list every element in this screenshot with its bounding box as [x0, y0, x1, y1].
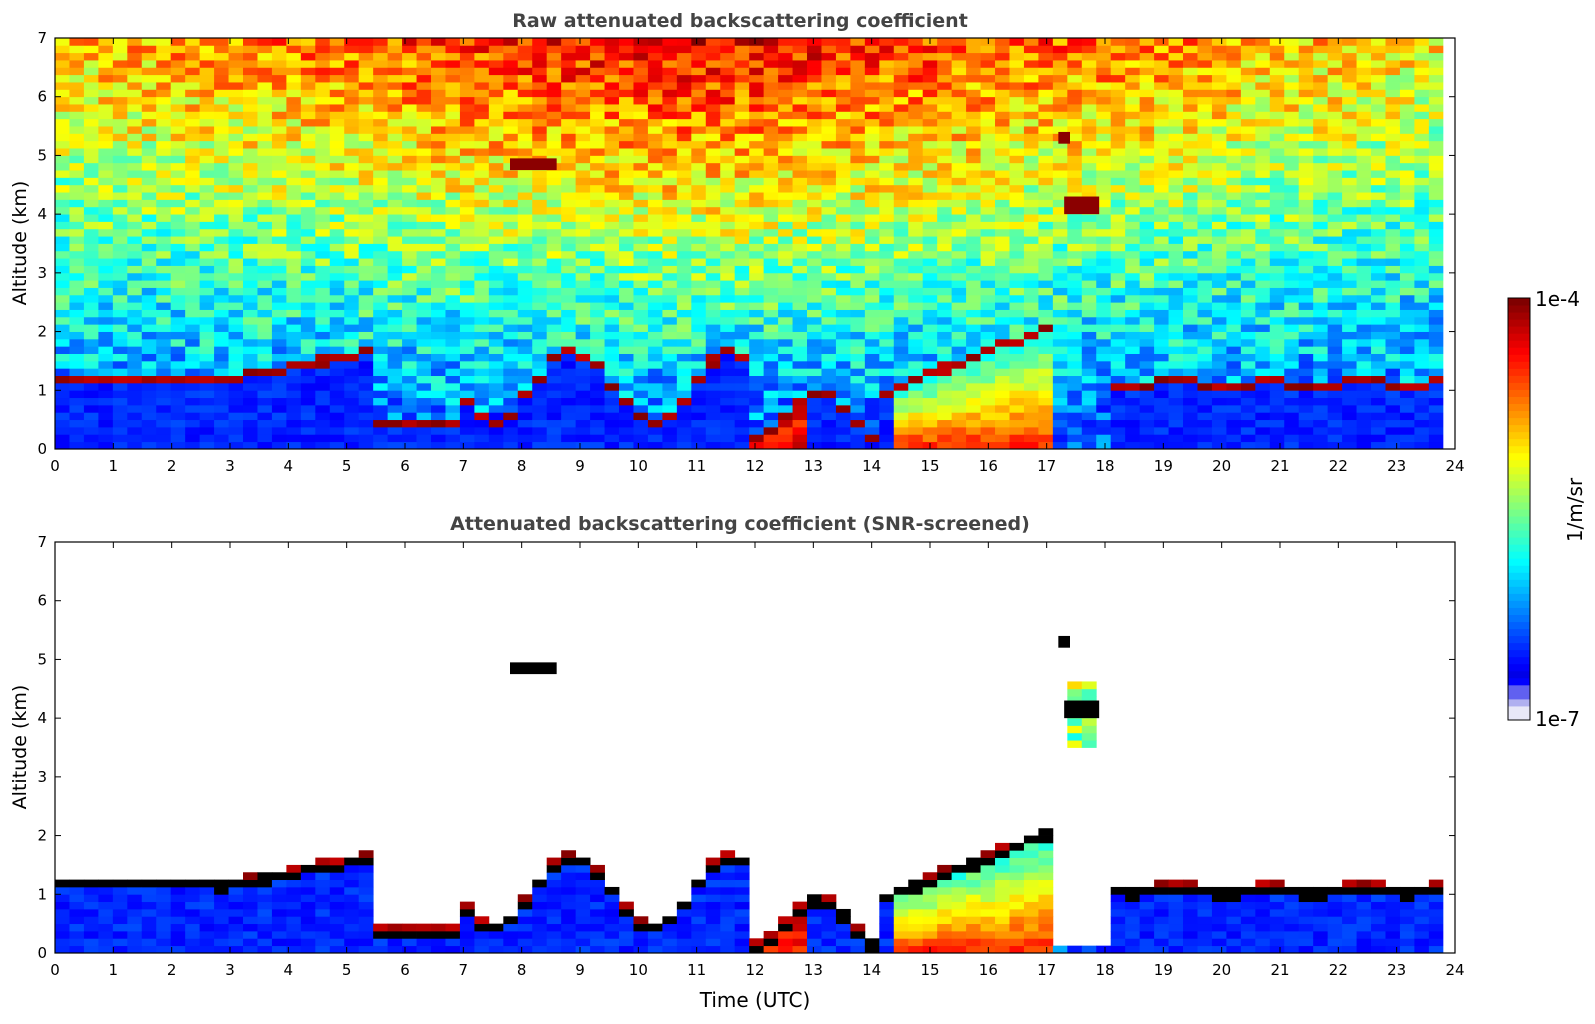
screened-y-axis-label: Altitude (km)	[9, 685, 31, 810]
x-tick-label: 6	[400, 457, 410, 475]
y-tick-label: 0	[37, 440, 47, 458]
colorbar: 1e-4 1e-7 1/m/sr	[1507, 287, 1587, 731]
colorbar-unit-label: 1/m/sr	[1563, 477, 1587, 542]
y-tick-label: 2	[37, 827, 47, 845]
y-tick-label: 3	[37, 264, 47, 282]
y-tick-label: 7	[37, 29, 47, 47]
x-tick-label: 15	[920, 961, 939, 979]
raw-backscatter-panel: Raw attenuated backscattering coefficien…	[9, 10, 1465, 475]
raw-y-axis-label: Altitude (km)	[9, 181, 31, 306]
x-tick-label: 1	[109, 457, 119, 475]
y-tick-label: 5	[37, 146, 47, 164]
x-tick-label: 18	[1095, 961, 1114, 979]
x-tick-label: 7	[459, 457, 469, 475]
x-tick-label: 4	[284, 457, 294, 475]
x-tick-label: 18	[1095, 457, 1114, 475]
x-tick-label: 7	[459, 961, 469, 979]
x-tick-label: 23	[1387, 961, 1406, 979]
x-tick-label: 22	[1329, 961, 1348, 979]
x-tick-label: 5	[342, 961, 352, 979]
x-tick-label: 3	[225, 457, 235, 475]
x-tick-label: 12	[745, 961, 764, 979]
x-tick-label: 15	[920, 457, 939, 475]
x-axis-label: Time (UTC)	[699, 988, 811, 1012]
colorbar-frame	[1507, 297, 1531, 721]
y-tick-label: 3	[37, 768, 47, 786]
x-tick-label: 8	[517, 457, 527, 475]
x-tick-label: 17	[1037, 457, 1056, 475]
y-tick-label: 4	[37, 205, 47, 223]
y-tick-label: 7	[37, 533, 47, 551]
x-tick-label: 14	[862, 961, 881, 979]
x-tick-label: 13	[804, 961, 823, 979]
x-tick-label: 10	[629, 457, 648, 475]
x-tick-label: 5	[342, 457, 352, 475]
x-tick-label: 12	[745, 457, 764, 475]
colorbar-max-label: 1e-4	[1535, 287, 1580, 311]
x-tick-label: 10	[629, 961, 648, 979]
y-tick-label: 5	[37, 650, 47, 668]
x-tick-label: 19	[1154, 961, 1173, 979]
x-tick-label: 20	[1212, 961, 1231, 979]
y-tick-label: 4	[37, 709, 47, 727]
y-tick-label: 0	[37, 944, 47, 962]
raw-heatmap	[55, 38, 1455, 450]
x-tick-label: 6	[400, 961, 410, 979]
x-tick-label: 9	[575, 457, 585, 475]
x-tick-label: 16	[979, 457, 998, 475]
x-tick-label: 3	[225, 961, 235, 979]
y-tick-label: 6	[37, 592, 47, 610]
x-tick-label: 11	[687, 961, 706, 979]
x-tick-label: 0	[50, 457, 60, 475]
screened-ticks: 0 1 2 3 4 5 6 7 8 9 10 11 12 13 14 15 16 17 18 19 20 21 22 23 24…	[37, 533, 1464, 979]
x-tick-label: 4	[284, 961, 294, 979]
x-tick-label: 9	[575, 961, 585, 979]
x-tick-label: 8	[517, 961, 527, 979]
y-tick-label: 6	[37, 88, 47, 106]
colorbar-min-label: 1e-7	[1535, 707, 1580, 731]
x-tick-label: 17	[1037, 961, 1056, 979]
y-tick-label: 1	[37, 381, 47, 399]
x-tick-label: 1	[109, 961, 119, 979]
raw-panel-title: Raw attenuated backscattering coefficien…	[512, 10, 968, 32]
screened-backscatter-panel: Attenuated backscattering coefficient (S…	[9, 513, 1465, 1012]
screened-panel-title: Attenuated backscattering coefficient (S…	[450, 513, 1030, 535]
x-tick-label: 24	[1445, 961, 1464, 979]
x-tick-label: 2	[167, 457, 177, 475]
x-tick-label: 20	[1212, 457, 1231, 475]
colorbar-scale	[1508, 298, 1530, 721]
x-tick-label: 21	[1270, 961, 1289, 979]
x-tick-label: 22	[1329, 457, 1348, 475]
x-tick-label: 24	[1445, 457, 1464, 475]
x-tick-label: 0	[50, 961, 60, 979]
screened-heatmap	[55, 542, 1455, 954]
x-tick-label: 11	[687, 457, 706, 475]
y-tick-label: 1	[37, 885, 47, 903]
x-tick-label: 13	[804, 457, 823, 475]
x-tick-label: 14	[862, 457, 881, 475]
x-tick-label: 2	[167, 961, 177, 979]
x-tick-label: 23	[1387, 457, 1406, 475]
y-tick-label: 2	[37, 323, 47, 341]
x-tick-label: 21	[1270, 457, 1289, 475]
x-tick-label: 19	[1154, 457, 1173, 475]
raw-ticks: 0 1 2 3 4 5 6 7 8 9 10 11 12 13 14 15 16 17 18 19 20 21 22 23 24…	[37, 29, 1464, 475]
x-tick-label: 16	[979, 961, 998, 979]
